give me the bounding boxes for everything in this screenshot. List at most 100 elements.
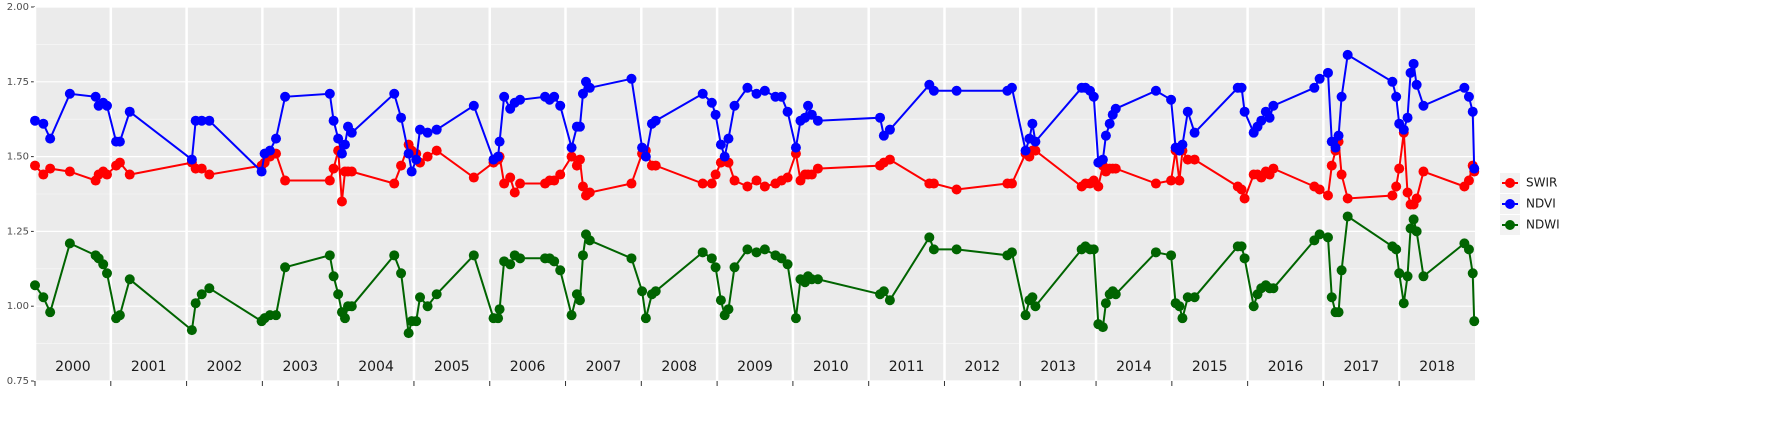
- x-tick-label: 2015: [1192, 359, 1228, 375]
- data-point: [759, 181, 770, 192]
- data-point: [264, 145, 275, 156]
- data-point: [1093, 181, 1104, 192]
- data-point: [509, 187, 520, 198]
- data-point: [196, 289, 207, 300]
- data-point: [499, 91, 510, 102]
- data-point: [555, 100, 566, 111]
- data-point: [422, 301, 433, 312]
- x-tick-label: 2011: [889, 359, 925, 375]
- data-point: [1469, 316, 1480, 327]
- data-point: [710, 262, 721, 273]
- data-point: [45, 163, 56, 174]
- data-point: [1405, 67, 1416, 78]
- data-point: [324, 175, 335, 186]
- data-point: [494, 304, 505, 315]
- x-tick-label: 2016: [1268, 359, 1304, 375]
- data-point: [1463, 244, 1474, 255]
- data-point: [584, 235, 595, 246]
- data-point: [1264, 112, 1275, 123]
- data-point: [1463, 91, 1474, 102]
- data-point: [1006, 178, 1017, 189]
- data-point: [637, 142, 648, 153]
- data-point: [924, 232, 935, 243]
- data-point: [928, 178, 939, 189]
- data-point: [204, 115, 215, 126]
- legend-key-point: [1505, 199, 1515, 209]
- data-point: [124, 106, 135, 117]
- data-point: [1006, 82, 1017, 93]
- x-tick-label: 2008: [661, 359, 697, 375]
- data-point: [204, 283, 215, 294]
- data-point: [1097, 322, 1108, 333]
- data-point: [729, 100, 740, 111]
- data-point: [1100, 298, 1111, 309]
- data-point: [1236, 241, 1247, 252]
- data-point: [1408, 58, 1419, 69]
- data-point: [1342, 211, 1353, 222]
- data-point: [1189, 154, 1200, 165]
- data-point: [549, 256, 560, 267]
- data-point: [1110, 103, 1121, 114]
- data-point: [280, 175, 291, 186]
- data-point: [577, 88, 588, 99]
- data-point: [1150, 85, 1161, 96]
- data-point: [640, 151, 651, 162]
- data-point: [256, 166, 267, 177]
- data-point: [328, 271, 339, 282]
- data-point: [515, 94, 526, 105]
- data-point: [1314, 229, 1325, 240]
- data-point: [742, 244, 753, 255]
- data-point: [1336, 265, 1347, 276]
- data-point: [1411, 193, 1422, 204]
- data-point: [186, 325, 197, 336]
- data-point: [1100, 130, 1111, 141]
- data-point: [1326, 160, 1337, 171]
- data-point: [1239, 106, 1250, 117]
- data-point: [751, 247, 762, 258]
- data-point: [1027, 292, 1038, 303]
- data-point: [1189, 127, 1200, 138]
- data-point: [951, 184, 962, 195]
- data-point: [336, 196, 347, 207]
- data-point: [1239, 253, 1250, 264]
- data-point: [1333, 130, 1344, 141]
- data-point: [415, 124, 426, 135]
- data-point: [431, 145, 442, 156]
- data-point: [1467, 268, 1478, 279]
- data-point: [640, 313, 651, 324]
- data-point: [1391, 181, 1402, 192]
- data-point: [1402, 187, 1413, 198]
- data-point: [505, 172, 516, 183]
- data-point: [803, 100, 814, 111]
- data-point: [951, 244, 962, 255]
- data-point: [650, 160, 661, 171]
- y-tick-label: 1.00: [7, 301, 29, 312]
- data-point: [574, 121, 585, 132]
- y-tick-label: 0.75: [7, 376, 29, 387]
- data-point: [45, 133, 56, 144]
- data-point: [626, 253, 637, 264]
- x-tick-label: 2001: [131, 359, 167, 375]
- data-point: [697, 178, 708, 189]
- data-point: [45, 307, 56, 318]
- data-point: [1314, 73, 1325, 84]
- data-point: [114, 136, 125, 147]
- data-point: [1166, 175, 1177, 186]
- data-point: [403, 148, 414, 159]
- legend-key-point: [1505, 178, 1515, 188]
- data-point: [493, 151, 504, 162]
- data-point: [782, 106, 793, 117]
- data-point: [1030, 301, 1041, 312]
- data-point: [776, 91, 787, 102]
- data-point: [574, 295, 585, 306]
- data-point: [1333, 307, 1344, 318]
- data-point: [1387, 190, 1398, 201]
- data-point: [1166, 250, 1177, 261]
- data-point: [515, 178, 526, 189]
- data-point: [951, 85, 962, 96]
- data-point: [1398, 124, 1409, 135]
- data-point: [114, 310, 125, 321]
- data-point: [411, 154, 422, 165]
- data-point: [928, 244, 939, 255]
